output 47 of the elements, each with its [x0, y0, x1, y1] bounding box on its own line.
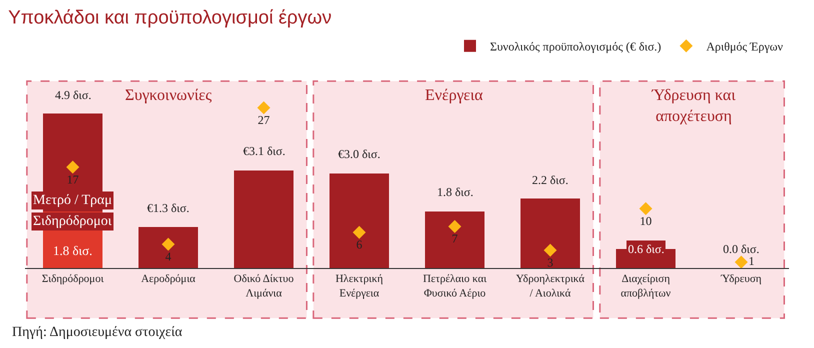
data-label: 0.0 δισ. — [723, 242, 760, 256]
chart-title: Υποκλάδοι και προϋπολογισμοί έργων — [8, 8, 332, 29]
x-tick-label: Ηλεκτρική Ενέργεια — [335, 273, 384, 300]
x-tick-label: Διαχείριση αποβλήτων — [620, 273, 671, 300]
point — [639, 202, 652, 216]
point — [544, 244, 557, 257]
data-label: 0.6 δισ. — [628, 242, 664, 256]
data-label: 4 — [165, 250, 172, 264]
data-label: 10 — [640, 214, 652, 228]
data-label: 1.8 δισ. — [53, 243, 92, 258]
data-label: 1 — [748, 254, 754, 268]
x-tick-label: Σιδηρόδρομοι — [42, 273, 104, 286]
total-label: 4.9 δισ. — [55, 88, 92, 102]
bar — [425, 211, 484, 268]
point — [257, 101, 270, 114]
x-tick-label: Αεροδρόμια — [141, 273, 196, 286]
bar — [138, 227, 198, 268]
x-tick-label: Πετρέλαιο και Φυσικό Αέριο — [422, 273, 487, 300]
x-tick-label: Υδροηλεκτρικά / Αιολικά — [516, 273, 585, 300]
point — [162, 238, 175, 251]
data-label: 27 — [258, 113, 270, 128]
bar — [234, 170, 294, 268]
point — [734, 256, 748, 269]
legend-label: Συνολικός προϋπολογισμός (€ δισ.) — [490, 40, 662, 54]
series-label: Μετρό / Τραμ — [33, 193, 112, 208]
data-label: €3.0 δισ. — [338, 147, 380, 161]
bar — [520, 198, 580, 268]
bar — [330, 173, 389, 268]
text: Πηγή: Δημοσιευμένα στοιχεία — [12, 325, 183, 340]
data-label: €3.1 δισ. — [243, 144, 286, 158]
band-label: Ενέργεια — [425, 87, 484, 104]
band-label: Ύδρευση και αποχέτευση — [651, 87, 736, 125]
data-label: 1.8 δισ. — [437, 185, 474, 199]
x-tick-label: Οδικό Δίκτυο Λιμάνια — [234, 273, 294, 300]
data-label: 7 — [452, 232, 458, 246]
series-label: Σιδηρόδρομοι — [33, 214, 112, 229]
point — [66, 160, 80, 174]
band-label: Συγκοινωνίες — [125, 87, 212, 104]
data-label: 2.2 δισ. — [532, 173, 568, 187]
data-label: 3 — [547, 255, 554, 270]
data-label: €1.3 δισ. — [147, 201, 190, 215]
data-label: 6 — [356, 238, 362, 252]
point — [448, 220, 462, 233]
legend-label: Αριθμός Έργων — [706, 40, 784, 54]
data-label: 17 — [66, 172, 79, 186]
point — [352, 226, 366, 239]
x-tick-label: Ύδρευση — [720, 273, 762, 286]
